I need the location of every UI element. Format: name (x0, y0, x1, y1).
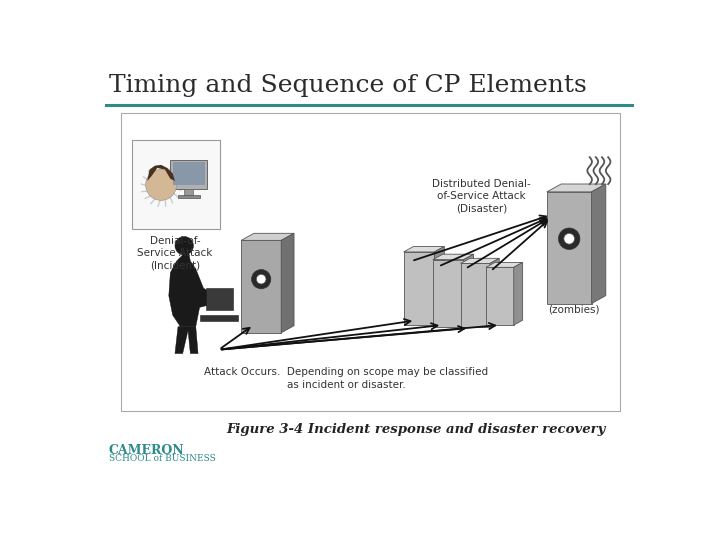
Polygon shape (175, 327, 198, 354)
Text: Distributed Denial-
of-Service Attack
(Disaster): Distributed Denial- of-Service Attack (D… (432, 179, 531, 213)
Polygon shape (461, 264, 490, 327)
Polygon shape (461, 258, 499, 264)
Polygon shape (547, 192, 592, 303)
Bar (206, 288, 233, 309)
Polygon shape (148, 165, 175, 181)
Text: SCHOOL of BUSINESS: SCHOOL of BUSINESS (109, 455, 215, 463)
Text: CAMERON: CAMERON (109, 444, 184, 457)
Text: Timing and Sequence of CP Elements: Timing and Sequence of CP Elements (109, 74, 587, 97)
Polygon shape (168, 249, 215, 327)
Polygon shape (433, 254, 474, 260)
Polygon shape (241, 240, 282, 333)
Circle shape (145, 170, 176, 200)
Circle shape (175, 237, 194, 255)
Circle shape (564, 233, 575, 244)
Polygon shape (282, 233, 294, 333)
Circle shape (256, 274, 266, 284)
Bar (121, 112, 620, 411)
Polygon shape (434, 246, 444, 325)
Polygon shape (404, 246, 444, 252)
Circle shape (251, 269, 271, 289)
Text: Denial-of-
Service Attack
(Incident): Denial-of- Service Attack (Incident) (138, 236, 212, 271)
Polygon shape (241, 233, 294, 240)
Bar (171, 159, 207, 189)
Bar (184, 189, 194, 195)
Text: (zombies): (zombies) (549, 305, 600, 315)
Polygon shape (490, 258, 499, 327)
Bar (199, 315, 238, 321)
Polygon shape (486, 262, 523, 267)
Circle shape (559, 228, 580, 249)
Bar (132, 140, 220, 229)
Bar (173, 162, 205, 185)
Polygon shape (433, 260, 464, 327)
Polygon shape (514, 262, 523, 325)
Polygon shape (486, 267, 514, 325)
Polygon shape (464, 254, 474, 327)
Polygon shape (404, 252, 434, 325)
Polygon shape (592, 184, 606, 303)
Text: Figure 3-4 Incident response and disaster recovery: Figure 3-4 Incident response and disaste… (227, 423, 606, 436)
Text: Attack Occurs.  Depending on scope may be classified
as incident or disaster.: Attack Occurs. Depending on scope may be… (204, 367, 488, 390)
Polygon shape (547, 184, 606, 192)
Bar (178, 195, 199, 198)
